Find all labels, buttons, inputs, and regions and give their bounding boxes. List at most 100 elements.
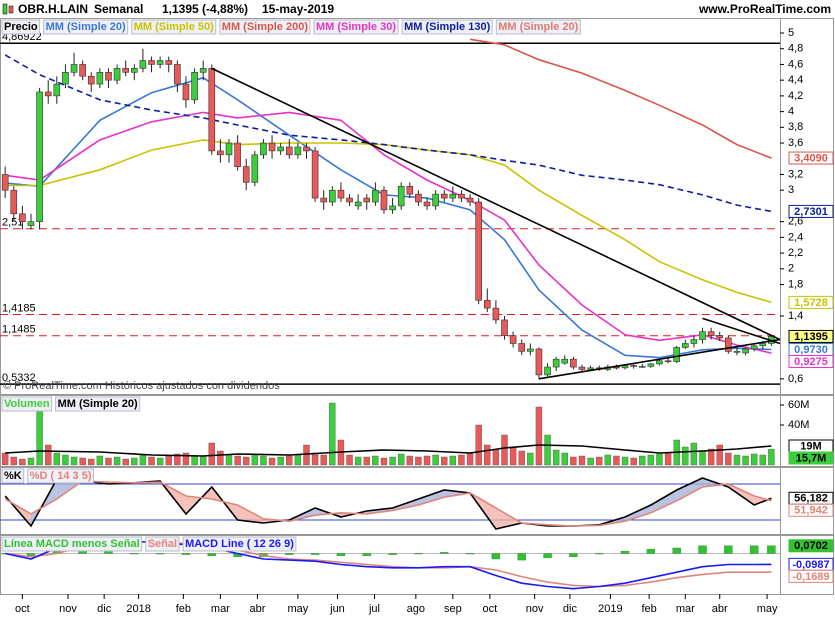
y-tick-label: 4,6 xyxy=(788,58,803,70)
candle-body xyxy=(346,197,353,203)
x-tick-label: jul xyxy=(368,603,380,615)
volume-bar xyxy=(699,450,706,466)
candle-body xyxy=(466,197,474,203)
candle-body xyxy=(1,174,9,191)
candle-body xyxy=(449,193,457,199)
trend-line xyxy=(702,317,781,345)
volume-bar xyxy=(484,444,491,466)
volume-bar xyxy=(10,456,17,466)
volume-bar xyxy=(466,452,474,466)
candle-body xyxy=(156,60,164,65)
x-tick-label: nov xyxy=(59,603,77,615)
volume-bar xyxy=(604,454,612,466)
histogram-bar xyxy=(465,553,475,555)
legend-box xyxy=(43,19,129,35)
volume-bar xyxy=(742,455,749,466)
x-tick-label: may xyxy=(287,603,308,615)
x-tick-label: nov xyxy=(526,603,544,615)
candle-body xyxy=(363,197,371,203)
histogram-bar xyxy=(207,553,216,556)
candle-body xyxy=(492,307,500,321)
value-label: 0,9275 xyxy=(794,356,828,368)
histogram-bar xyxy=(155,553,165,555)
x-tick-label: ago xyxy=(407,603,425,615)
volume-bar xyxy=(552,449,560,466)
candle-body xyxy=(440,193,448,199)
histogram-bar xyxy=(517,553,526,561)
value-box xyxy=(788,151,834,165)
y-tick-label: 3,8 xyxy=(788,121,803,133)
candle-body xyxy=(458,193,465,199)
volume-bar xyxy=(234,455,241,466)
volume-bar xyxy=(406,455,414,466)
legend-box xyxy=(55,396,141,412)
volume-bar xyxy=(432,454,439,466)
candle-body xyxy=(96,72,104,85)
x-tick-label: may xyxy=(757,603,778,615)
volume-bar xyxy=(535,406,543,466)
legend-label: Volumen xyxy=(4,398,50,410)
histogram-bar xyxy=(698,545,707,554)
y-tick-label: 5 xyxy=(788,27,794,39)
legend-box xyxy=(27,468,94,484)
candle-body xyxy=(613,366,620,369)
volume-bar xyxy=(509,446,517,466)
date: 15-may-2019 xyxy=(262,2,334,16)
candle-body xyxy=(733,351,741,353)
volume-bar xyxy=(501,434,508,466)
y-tick-label: 3,6 xyxy=(788,137,803,149)
value-label: 19M xyxy=(800,440,821,452)
volume-bar xyxy=(70,456,78,466)
candle-body xyxy=(681,343,689,348)
histogram-bar xyxy=(26,553,36,556)
y-tick-label: 1,4 xyxy=(788,310,803,322)
candle-body xyxy=(527,348,534,352)
value-box xyxy=(788,451,834,465)
y-tick-label: 1,8 xyxy=(788,278,803,290)
x-tick-label: oct xyxy=(483,603,498,615)
histogram-bar xyxy=(285,553,294,555)
legend-label: MM (Simple 30) xyxy=(316,21,396,33)
value-box xyxy=(788,355,834,369)
candle-body xyxy=(217,150,224,156)
volume-bar xyxy=(750,453,758,466)
x-tick-label: abr xyxy=(712,603,728,615)
candle-body xyxy=(251,154,259,183)
fill-area xyxy=(676,478,703,501)
legend-box xyxy=(401,19,493,35)
candle-body xyxy=(148,60,155,65)
candle-body xyxy=(750,345,758,350)
fill-area xyxy=(418,490,445,505)
candle-body xyxy=(294,146,302,156)
value-label: -0,1689 xyxy=(792,571,829,583)
legend-label: Línea MACD menos Señal xyxy=(4,538,140,550)
trend-line xyxy=(538,338,781,380)
volume-bar xyxy=(716,444,723,466)
volume-bar xyxy=(613,455,620,466)
candle-body xyxy=(242,166,250,183)
candle-body xyxy=(70,64,78,73)
histogram-bar xyxy=(181,553,191,555)
volume-bar xyxy=(380,457,388,466)
volume-bar xyxy=(303,444,310,466)
volume-bar xyxy=(733,454,741,466)
candle-body xyxy=(647,363,655,367)
candle-body xyxy=(208,68,216,152)
candle-body xyxy=(690,339,698,344)
candle-body xyxy=(234,142,241,167)
legend-label: MM (Simple 130) xyxy=(404,21,491,33)
candle-body xyxy=(380,189,388,211)
candle-body xyxy=(79,64,86,77)
candle-body xyxy=(337,189,345,199)
volume-bar xyxy=(518,450,525,466)
volume-bar xyxy=(62,454,69,466)
fill-area xyxy=(625,505,651,522)
candle-body xyxy=(62,72,69,85)
candle-body xyxy=(44,91,52,97)
x-tick-label: dic xyxy=(97,603,112,615)
y-tick-label: 2,4 xyxy=(788,231,803,243)
legend-label: MM (Simple 200) xyxy=(222,21,309,33)
candle-body xyxy=(699,331,706,340)
